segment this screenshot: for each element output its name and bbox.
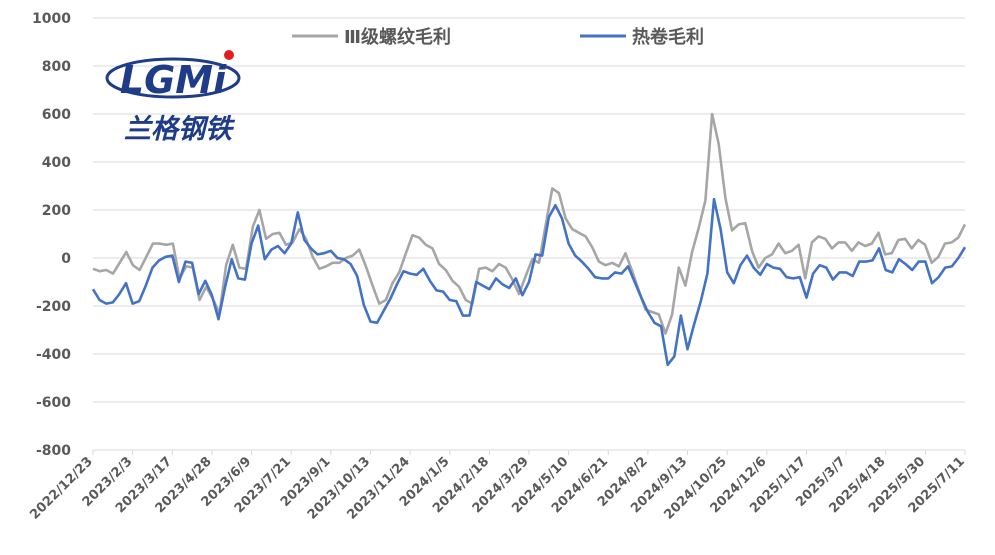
legend-label-hot-coil: 热卷毛利	[632, 26, 704, 48]
y-tick-label: 0	[61, 251, 71, 267]
legend: Ⅲ级螺纹毛利 热卷毛利	[292, 26, 704, 48]
y-tick-label: 800	[42, 59, 71, 75]
logo-subtitle: 兰格钢铁	[124, 114, 236, 145]
y-tick-label: -800	[36, 443, 71, 459]
series-line-rebar	[92, 112, 967, 335]
legend-item-hot-coil: 热卷毛利	[580, 26, 704, 48]
logo-swoosh	[105, 57, 241, 99]
logo-wordmark: LGMi	[120, 58, 227, 102]
y-tick-label: -400	[36, 347, 71, 363]
legend-item-rebar: Ⅲ级螺纹毛利	[292, 26, 451, 48]
series-lines	[91, 112, 967, 367]
y-tick-label: -200	[36, 299, 71, 315]
y-tick-label: -600	[36, 395, 71, 411]
x-axis: 2022/12/232023/2/32023/3/172023/4/282023…	[27, 450, 968, 523]
gridlines	[93, 17, 965, 451]
series-line-hot-coil	[91, 197, 967, 367]
logo-dot	[224, 50, 234, 60]
y-tick-label: 400	[42, 155, 71, 171]
y-tick-label: 200	[42, 203, 71, 219]
logo: LGMi 兰格钢铁	[105, 50, 241, 145]
y-axis: 1000 800 600 400 200 0 -200 -400 -600 -800	[32, 11, 71, 459]
y-tick-label: 600	[42, 107, 71, 123]
y-tick-label: 1000	[32, 11, 71, 27]
legend-label-rebar: Ⅲ级螺纹毛利	[344, 26, 451, 48]
x-tick-label: 2022/12/23	[27, 454, 95, 522]
